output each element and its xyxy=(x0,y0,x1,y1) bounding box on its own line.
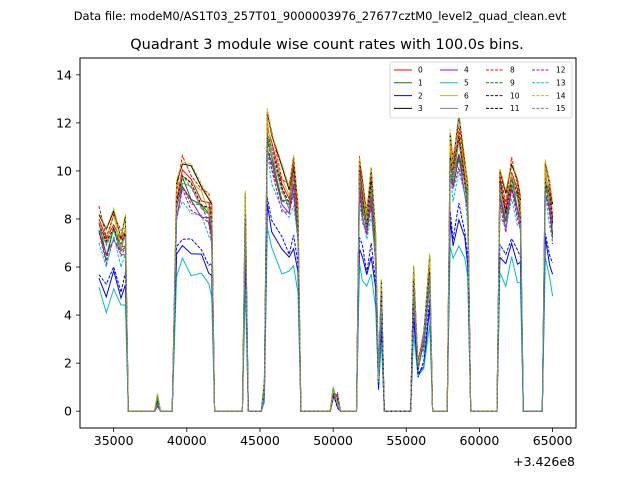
series-line-4 xyxy=(98,150,554,412)
series-line-7 xyxy=(98,139,554,412)
y-tick-label: 6 xyxy=(64,260,72,275)
series-line-8 xyxy=(98,113,554,412)
x-tick-label: 40000 xyxy=(167,433,207,448)
legend-label-14: 14 xyxy=(556,91,566,100)
y-tick-label: 14 xyxy=(56,67,72,82)
series-line-12 xyxy=(98,150,554,412)
y-tick-label: 2 xyxy=(64,356,72,371)
y-tick-label: 8 xyxy=(64,211,72,226)
series-line-9 xyxy=(98,137,554,412)
legend-label-15: 15 xyxy=(556,104,566,113)
legend-label-5: 5 xyxy=(464,79,469,88)
axis-ticks: 35000 40000 45000 50000 55000 60000 65000 0 2 4 6 8… xyxy=(56,67,572,448)
figure-suptitle: Data file: modeM0/AS1T03_257T01_90000039… xyxy=(74,9,567,23)
x-tick-label: 65000 xyxy=(533,433,573,448)
plot-area xyxy=(98,108,554,412)
series-line-11 xyxy=(98,134,554,412)
legend-label-11: 11 xyxy=(510,104,520,113)
x-tick-label: 60000 xyxy=(460,433,500,448)
chart-title: Quadrant 3 module wise count rates with … xyxy=(130,37,524,53)
x-tick-label: 35000 xyxy=(94,433,134,448)
series-line-13 xyxy=(98,151,554,412)
series-line-5 xyxy=(98,227,554,412)
legend-label-4: 4 xyxy=(464,66,469,75)
legend-label-6: 6 xyxy=(464,91,469,100)
x-axis-offset-label: +3.426e8 xyxy=(513,454,575,469)
x-tick-label: 45000 xyxy=(240,433,280,448)
legend-label-0: 0 xyxy=(418,66,423,75)
series-line-15 xyxy=(98,136,554,412)
legend-label-3: 3 xyxy=(418,104,423,113)
legend-label-2: 2 xyxy=(418,91,423,100)
series-line-2 xyxy=(98,203,554,412)
legend-box xyxy=(389,61,573,119)
legend-label-1: 1 xyxy=(418,79,423,88)
series-line-14 xyxy=(98,108,554,412)
y-tick-label: 10 xyxy=(56,163,72,178)
legend-label-12: 12 xyxy=(556,66,566,75)
series-line-1 xyxy=(98,135,554,412)
x-tick-label: 55000 xyxy=(386,433,426,448)
x-tick-label: 50000 xyxy=(313,433,353,448)
axes-frame xyxy=(79,57,577,429)
legend-label-10: 10 xyxy=(510,91,520,100)
legend-label-13: 13 xyxy=(556,79,566,88)
legend-label-8: 8 xyxy=(510,66,515,75)
legend-label-7: 7 xyxy=(464,104,469,113)
series-line-6 xyxy=(98,119,554,412)
legend-label-9: 9 xyxy=(510,79,515,88)
y-tick-label: 4 xyxy=(64,308,72,323)
series-line-10 xyxy=(98,197,554,412)
series-line-0 xyxy=(98,128,554,412)
series-line-3 xyxy=(98,111,554,412)
y-tick-label: 0 xyxy=(64,404,72,419)
y-tick-label: 12 xyxy=(56,115,72,130)
